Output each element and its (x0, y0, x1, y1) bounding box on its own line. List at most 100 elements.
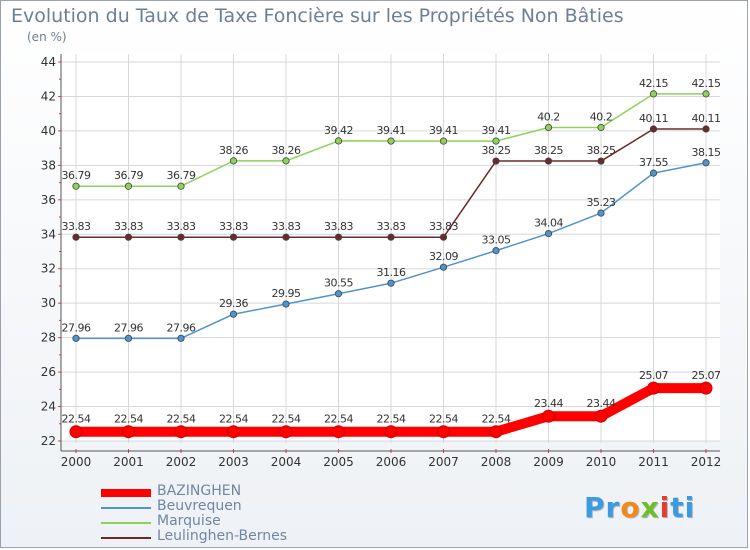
data-point (334, 233, 343, 241)
data-label: 40.2 (537, 110, 560, 123)
data-label: 39.42 (324, 124, 353, 137)
legend-swatch (101, 489, 151, 497)
data-point (227, 425, 240, 439)
data-point (177, 233, 185, 241)
data-label: 33.83 (429, 220, 458, 233)
data-point (334, 290, 343, 298)
data-label: 25.07 (692, 369, 721, 382)
data-point (279, 425, 293, 439)
chart-title: Evolution du Taux de Taxe Foncière sur l… (11, 5, 624, 27)
data-point (702, 125, 710, 133)
data-label: 33.83 (167, 220, 196, 233)
data-point (492, 247, 500, 255)
data-label: 22.54 (219, 413, 248, 426)
data-point (597, 123, 605, 132)
data-point (282, 157, 290, 165)
data-point (649, 90, 658, 98)
data-point (384, 425, 398, 439)
x-tick-label: 2001 (113, 455, 144, 469)
data-point (439, 233, 448, 241)
data-point (702, 159, 710, 167)
logo-letter: r (605, 491, 621, 524)
y-tick-label: 36 (41, 193, 56, 207)
data-point (177, 182, 185, 190)
data-point (229, 233, 238, 241)
data-label: 27.96 (114, 321, 143, 334)
data-label: 23.44 (534, 397, 563, 410)
data-point (387, 233, 395, 241)
data-label: 38.25 (482, 144, 511, 157)
data-label: 36.79 (167, 169, 196, 182)
data-point (544, 157, 553, 165)
data-label: 33.83 (324, 220, 353, 233)
x-tick-label: 2004 (271, 455, 302, 469)
data-point (72, 182, 80, 190)
data-point (332, 425, 345, 439)
data-label: 32.09 (429, 250, 458, 263)
data-label: 27.96 (62, 321, 91, 334)
data-point (387, 279, 395, 287)
legend-label: Marquise (157, 513, 221, 529)
x-tick-label: 2000 (61, 455, 92, 469)
data-point (439, 137, 448, 145)
data-label: 22.54 (62, 413, 91, 426)
data-point (177, 334, 185, 342)
data-point (229, 310, 238, 318)
data-label: 42.15 (639, 77, 668, 90)
y-tick-label: 30 (41, 296, 56, 310)
x-tick-label: 2007 (428, 455, 459, 469)
data-point (282, 300, 290, 308)
y-tick-label: 40 (41, 124, 56, 138)
data-point (174, 425, 188, 439)
legend-label: BAZINGHEN (157, 483, 242, 499)
y-tick-label: 26 (41, 365, 56, 379)
data-label: 22.54 (272, 413, 301, 426)
data-label: 22.54 (377, 413, 406, 426)
legend-swatch (101, 537, 151, 539)
data-label: 33.05 (482, 234, 511, 247)
data-label: 40.11 (692, 112, 721, 125)
data-label: 33.83 (219, 220, 248, 233)
data-point (124, 233, 133, 241)
legend-label: Leulinghen-Bernes (157, 528, 287, 544)
data-point (387, 137, 395, 145)
data-label: 38.25 (534, 144, 563, 157)
data-label: 39.41 (482, 124, 511, 137)
legend-label: Beuvrequen (157, 498, 242, 514)
data-label: 38.15 (692, 146, 721, 159)
data-label: 33.83 (272, 220, 301, 233)
data-point (439, 263, 448, 271)
data-point (492, 137, 500, 145)
data-label: 36.79 (62, 169, 91, 182)
data-point (544, 229, 553, 238)
data-point (492, 157, 500, 165)
data-label: 33.83 (62, 220, 91, 233)
x-tick-label: 2008 (481, 455, 512, 469)
x-tick-label: 2009 (533, 455, 564, 469)
y-tick-label: 34 (41, 227, 56, 241)
data-point (229, 157, 238, 165)
logo-letter: i (684, 491, 696, 524)
data-label: 40.2 (590, 110, 613, 123)
data-label: 22.54 (482, 413, 511, 426)
data-label: 22.54 (324, 413, 353, 426)
data-label: 33.83 (114, 220, 143, 233)
data-label: 37.55 (639, 156, 668, 169)
y-tick-label: 32 (41, 262, 56, 276)
x-tick-label: 2002 (166, 455, 197, 469)
x-tick-label: 2010 (586, 455, 617, 469)
y-tick-label: 42 (41, 89, 56, 103)
data-point (72, 233, 80, 241)
data-label: 38.25 (587, 144, 616, 157)
data-point (122, 425, 135, 439)
data-point (647, 381, 660, 395)
data-point (489, 425, 503, 439)
data-label: 36.79 (114, 169, 143, 182)
data-point (282, 233, 290, 241)
data-point (597, 157, 605, 165)
data-label: 35.23 (587, 196, 616, 209)
data-label: 33.83 (377, 220, 406, 233)
data-point (649, 125, 658, 133)
